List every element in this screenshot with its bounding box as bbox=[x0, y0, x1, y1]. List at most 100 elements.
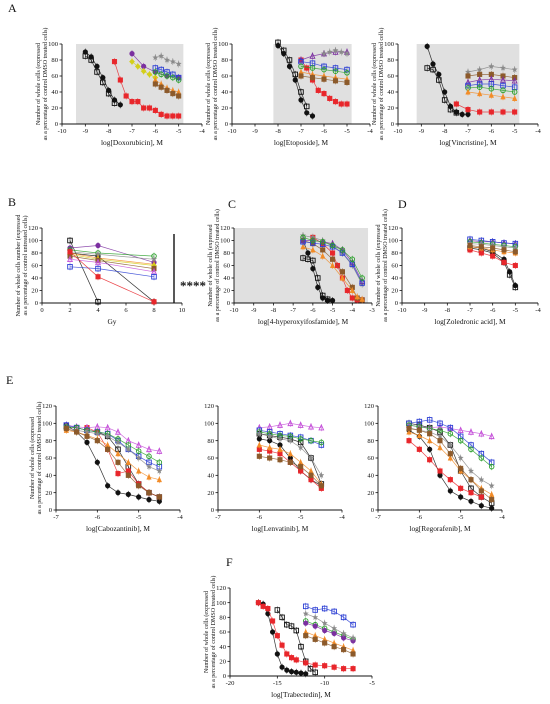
data-point bbox=[307, 423, 315, 430]
y-tick-label: 80 bbox=[45, 438, 52, 445]
x-tick-label: -5 bbox=[369, 680, 375, 687]
x-axis-label: log[Zoledronic acid], M bbox=[434, 317, 506, 326]
series-line bbox=[69, 240, 99, 302]
x-tick-label: -15 bbox=[273, 680, 282, 687]
data-point bbox=[437, 438, 443, 444]
data-point bbox=[488, 482, 495, 489]
chart-a3: -10 -9 -8 -7 -6 -5 -4 0 20 40 60 80 100 log[Vincristi… bbox=[371, 28, 541, 147]
data-point bbox=[478, 476, 485, 483]
x-axis-label: log[Regorafenib], M bbox=[409, 524, 471, 533]
data-point bbox=[477, 71, 483, 77]
data-point bbox=[270, 618, 276, 624]
data-point bbox=[476, 84, 483, 90]
series-line bbox=[66, 426, 160, 463]
data-point bbox=[145, 463, 153, 470]
data-point bbox=[136, 483, 142, 489]
y-tick-label: 60 bbox=[45, 455, 52, 462]
y-tick-label: 100 bbox=[216, 600, 227, 607]
data-point bbox=[150, 256, 158, 262]
data-point bbox=[416, 432, 423, 439]
x-tick-label: -4 bbox=[535, 307, 541, 314]
data-point bbox=[511, 95, 518, 101]
data-point bbox=[447, 488, 453, 494]
data-point bbox=[436, 71, 442, 77]
data-point bbox=[321, 605, 328, 612]
data-point bbox=[256, 441, 263, 448]
chart-e1: -7 -6 -5 -4 0 20 40 60 80 100 120 log[Cabozantinib]… bbox=[6, 373, 183, 533]
data-point bbox=[276, 435, 284, 442]
y-tick-label: 60 bbox=[51, 73, 58, 80]
data-point bbox=[140, 68, 147, 75]
x-axis-label: log[Vincristine], M bbox=[439, 138, 496, 147]
data-point bbox=[354, 293, 360, 300]
data-point bbox=[512, 109, 518, 115]
data-point bbox=[468, 490, 474, 496]
x-axis-label: log[4-hyperoxyifosfamide], M bbox=[258, 317, 349, 326]
data-point bbox=[457, 437, 464, 444]
data-point bbox=[426, 437, 433, 444]
data-point bbox=[511, 77, 518, 84]
data-point bbox=[488, 109, 494, 115]
series-orange-triangle bbox=[465, 88, 518, 102]
series-red-square bbox=[67, 248, 157, 306]
data-point bbox=[511, 66, 518, 73]
data-point bbox=[307, 665, 314, 672]
x-tick-label: 4 bbox=[96, 307, 100, 314]
data-point bbox=[156, 447, 163, 454]
x-tick-label: -20 bbox=[226, 680, 235, 687]
data-point bbox=[326, 48, 333, 55]
data-point bbox=[287, 450, 294, 457]
data-point bbox=[340, 630, 347, 637]
y-axis-label: Number of whole cells number (expresseda… bbox=[15, 215, 29, 317]
data-point bbox=[500, 87, 506, 94]
y-tick-label: 80 bbox=[51, 57, 58, 64]
series-red-square bbox=[453, 100, 518, 116]
data-point bbox=[465, 107, 471, 113]
data-point bbox=[105, 90, 112, 97]
x-tick-label: -7 bbox=[129, 128, 135, 135]
x-axis-label: Gy bbox=[107, 317, 116, 326]
data-point bbox=[468, 477, 474, 483]
data-point bbox=[341, 647, 347, 653]
x-tick-label: -8 bbox=[106, 128, 112, 135]
y-tick-label: 100 bbox=[42, 421, 53, 428]
data-point bbox=[175, 77, 182, 83]
data-point bbox=[436, 77, 442, 83]
data-point bbox=[297, 421, 304, 428]
y-tick-label: 40 bbox=[391, 275, 398, 282]
x-tick-label: -5 bbox=[136, 514, 142, 521]
series-brown-square bbox=[298, 72, 350, 86]
y-tick-label: 20 bbox=[207, 490, 214, 497]
data-point bbox=[458, 494, 464, 500]
series-orange-triangle bbox=[300, 243, 365, 303]
data-point bbox=[511, 89, 518, 95]
x-axis-label: log[Doxorubicin], M bbox=[101, 138, 163, 147]
data-point bbox=[359, 295, 365, 302]
data-point bbox=[427, 431, 433, 437]
y-axis-label: Number of whole cells (expressedas a per… bbox=[203, 576, 217, 689]
data-point bbox=[151, 274, 157, 280]
y-tick-label: 40 bbox=[367, 473, 374, 480]
y-axis-label: Number of whole cells (expressedas a per… bbox=[207, 209, 221, 322]
data-point bbox=[489, 505, 495, 511]
data-point bbox=[359, 275, 365, 281]
data-point bbox=[447, 424, 454, 431]
data-point bbox=[176, 113, 182, 119]
data-point bbox=[416, 446, 422, 452]
data-point bbox=[279, 642, 285, 648]
data-point bbox=[500, 109, 506, 115]
data-point bbox=[274, 607, 281, 613]
data-point bbox=[152, 54, 159, 61]
data-point bbox=[329, 297, 336, 304]
data-point bbox=[501, 259, 507, 265]
data-point bbox=[117, 102, 123, 108]
data-point bbox=[104, 423, 111, 431]
x-tick-label: -6 bbox=[417, 514, 423, 521]
data-point bbox=[305, 250, 311, 256]
data-point bbox=[304, 65, 310, 71]
data-point bbox=[321, 76, 327, 82]
data-point bbox=[169, 58, 176, 65]
data-point bbox=[437, 420, 443, 427]
y-tick-label: 40 bbox=[223, 275, 230, 282]
